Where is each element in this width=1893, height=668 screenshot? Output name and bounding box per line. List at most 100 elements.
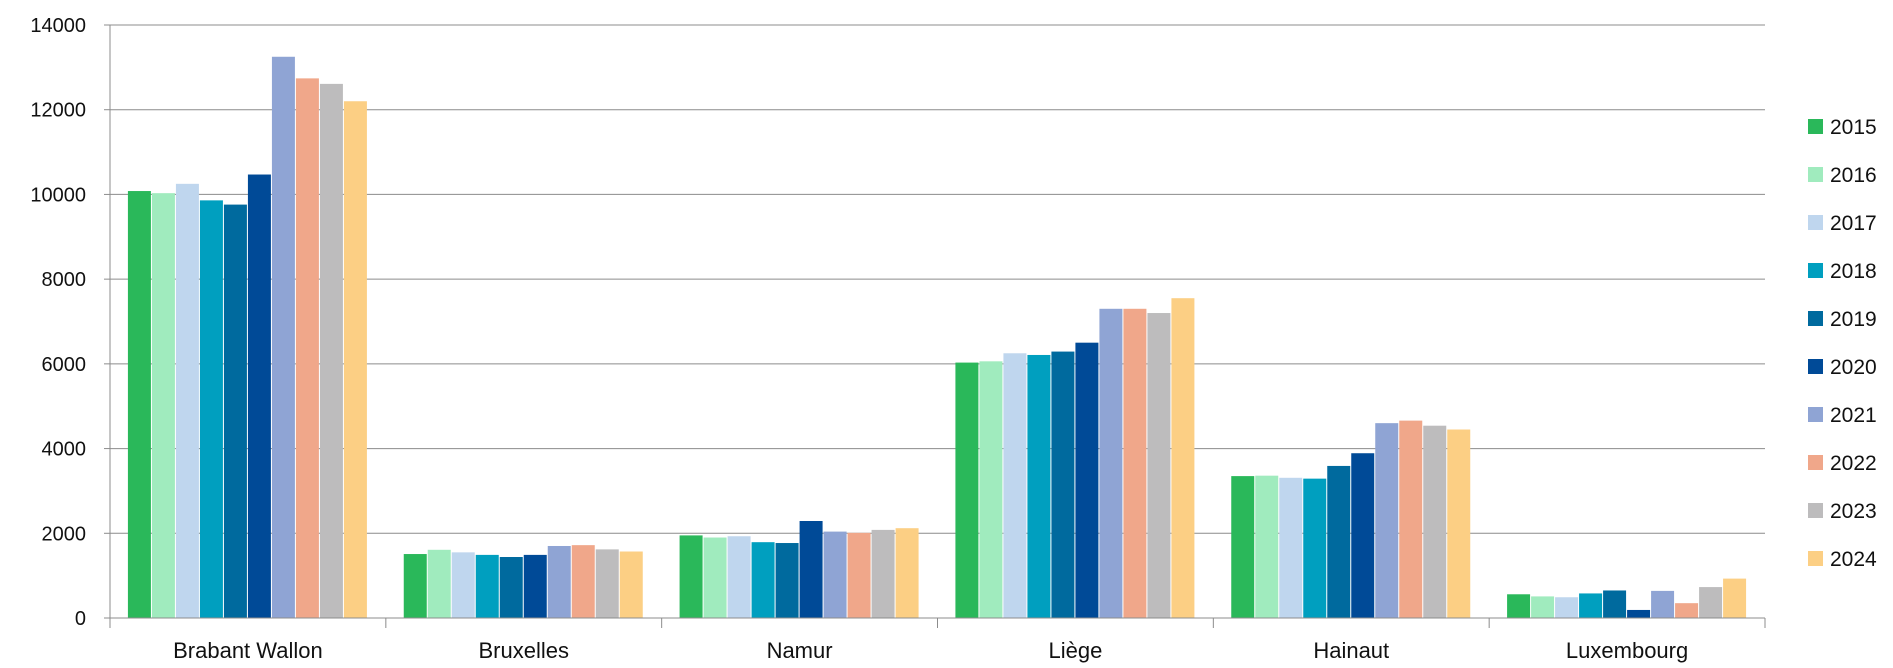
legend-label: 2021 <box>1830 404 1877 427</box>
bar <box>1699 587 1723 618</box>
legend-swatch <box>1808 359 1823 374</box>
bar <box>1279 477 1303 618</box>
bar <box>427 549 451 618</box>
bar <box>847 532 871 618</box>
y-tick-label: 12000 <box>30 100 86 122</box>
y-tick-label: 4000 <box>42 439 87 461</box>
bar <box>247 174 271 618</box>
legend-label: 2022 <box>1830 452 1877 475</box>
legend-swatch <box>1808 215 1823 230</box>
bar <box>1123 308 1147 618</box>
legend-label: 2020 <box>1830 356 1877 379</box>
y-tick-label: 14000 <box>30 15 86 37</box>
bar <box>1423 425 1447 618</box>
legend-label: 2018 <box>1830 260 1877 283</box>
bar <box>1075 342 1099 618</box>
y-axis: 0 2000 4000 6000 8000 10000 12000 14000 <box>30 15 111 630</box>
legend-swatch <box>1808 503 1823 518</box>
bar <box>1651 590 1675 618</box>
x-axis: Brabant Wallon Bruxelles Namur Liège Hainaut… <box>109 617 1766 663</box>
bar <box>499 557 523 618</box>
gridlines <box>110 24 1765 534</box>
bar <box>451 552 475 618</box>
legend-label: 2016 <box>1830 164 1877 187</box>
legend-swatch <box>1808 167 1823 182</box>
legend-label: 2024 <box>1830 548 1877 571</box>
bar <box>175 183 199 618</box>
bar <box>199 200 223 618</box>
bar <box>1327 465 1351 618</box>
bar <box>1003 353 1027 618</box>
bar <box>727 536 751 618</box>
bar <box>1603 590 1627 618</box>
bar <box>1147 313 1171 618</box>
bar <box>1303 478 1327 618</box>
bar <box>1051 351 1075 618</box>
bar <box>295 78 319 619</box>
bar <box>775 543 799 618</box>
bar <box>1627 609 1651 618</box>
bar <box>871 529 895 618</box>
legend-swatch <box>1808 455 1823 470</box>
y-tick-label: 8000 <box>42 269 87 291</box>
bar <box>475 554 499 618</box>
x-tick-label: Bruxelles <box>479 638 569 663</box>
x-tick-label: Liège <box>1048 638 1102 663</box>
x-tick-label: Luxembourg <box>1566 638 1688 663</box>
bar <box>619 551 643 618</box>
bars <box>127 56 1747 619</box>
bar <box>595 549 619 618</box>
bar <box>1099 308 1123 618</box>
bar <box>1231 476 1255 618</box>
y-tick-label: 10000 <box>30 184 86 206</box>
x-tick-label: Hainaut <box>1313 638 1389 663</box>
y-tick-label: 2000 <box>42 523 87 545</box>
bar <box>1723 578 1747 618</box>
bar <box>1447 429 1471 618</box>
bar <box>547 545 571 618</box>
bar <box>523 554 547 618</box>
bar <box>1531 596 1555 618</box>
bar <box>1675 603 1699 618</box>
bar <box>271 56 295 618</box>
legend-swatch <box>1808 119 1823 134</box>
legend: 2015 2016 2017 2018 2019 2020 2021 2022 2023 2024 <box>1808 116 1877 571</box>
bar <box>679 535 703 618</box>
legend-label: 2019 <box>1830 308 1877 331</box>
bar <box>1375 423 1399 618</box>
bar <box>319 83 343 619</box>
bar <box>895 528 919 618</box>
bar <box>1171 298 1195 618</box>
bar <box>403 554 427 618</box>
bar <box>1255 475 1279 618</box>
legend-label: 2017 <box>1830 212 1877 235</box>
bar <box>1555 597 1579 618</box>
x-tick-label: Namur <box>767 638 833 663</box>
legend-swatch <box>1808 551 1823 566</box>
bar <box>751 542 775 618</box>
bar <box>1351 453 1375 618</box>
legend-swatch <box>1808 263 1823 278</box>
bar <box>127 191 151 619</box>
bar <box>1579 593 1603 618</box>
legend-label: 2015 <box>1830 116 1877 139</box>
bar <box>703 537 727 618</box>
bar <box>955 362 979 618</box>
legend-swatch <box>1808 311 1823 326</box>
bar <box>151 193 175 619</box>
bar <box>1027 354 1051 618</box>
bar <box>979 361 1003 618</box>
y-tick-label: 0 <box>75 608 86 630</box>
y-tick-label: 6000 <box>42 354 87 376</box>
legend-swatch <box>1808 407 1823 422</box>
x-tick-label: Brabant Wallon <box>173 638 323 663</box>
bar <box>823 531 847 618</box>
bar <box>571 545 595 618</box>
bar <box>343 101 367 618</box>
bar <box>223 204 247 618</box>
bar <box>799 521 823 618</box>
bar <box>1507 594 1531 618</box>
legend-label: 2023 <box>1830 500 1877 523</box>
bar <box>1399 420 1423 618</box>
